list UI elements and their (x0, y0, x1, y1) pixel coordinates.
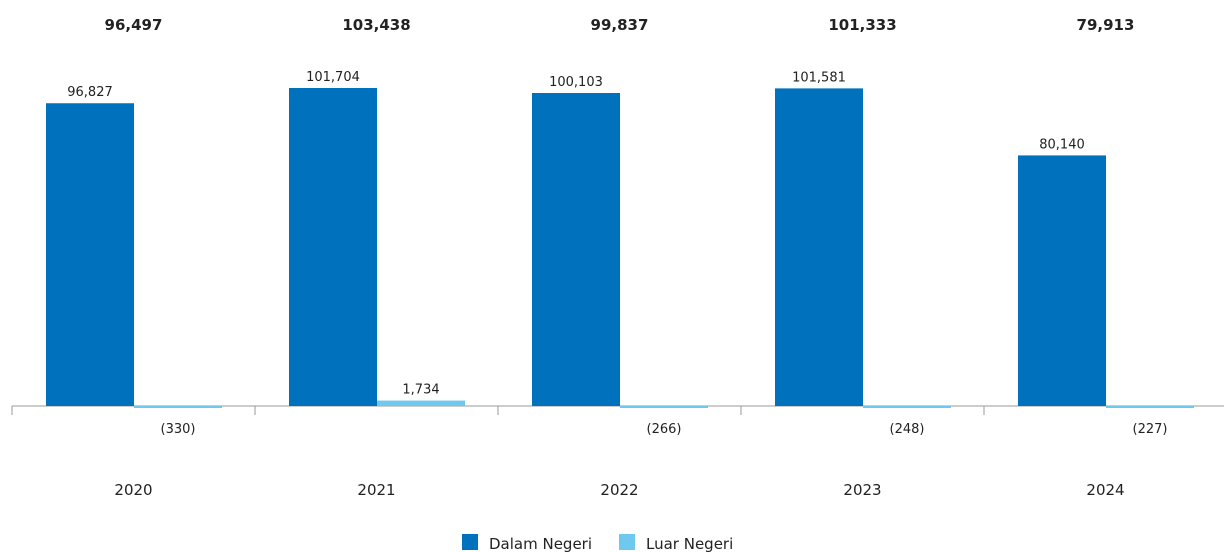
total-label: 96,497 (105, 16, 163, 34)
total-label: 103,438 (342, 16, 410, 34)
value-label-dalam-negeri: 80,140 (1039, 137, 1085, 152)
value-label-dalam-negeri: 100,103 (549, 75, 603, 90)
bar-luar-negeri (377, 400, 465, 406)
value-label-luar-negeri: (330) (161, 422, 196, 437)
legend-label-dalam-negeri: Dalam Negeri (489, 535, 592, 552)
bar-dalam-negeri (289, 88, 377, 406)
bar-dalam-negeri (46, 103, 134, 406)
x-tick-label: 2024 (1086, 481, 1124, 499)
bar-luar-negeri (134, 406, 222, 408)
x-tick-label: 2023 (843, 481, 881, 499)
bar-luar-negeri (863, 406, 951, 408)
value-label-dalam-negeri: 96,827 (67, 85, 113, 100)
total-label: 99,837 (591, 16, 649, 34)
legend-label-luar-negeri: Luar Negeri (646, 535, 733, 552)
total-label: 79,913 (1077, 16, 1135, 34)
value-label-luar-negeri: (227) (1133, 422, 1168, 437)
bar-dalam-negeri (1018, 155, 1106, 406)
value-label-dalam-negeri: 101,581 (792, 70, 846, 85)
total-label: 101,333 (828, 16, 896, 34)
value-label-luar-negeri: (266) (647, 422, 682, 437)
bar-dalam-negeri (775, 88, 863, 407)
value-label-luar-negeri: (248) (890, 422, 925, 437)
x-tick-label: 2020 (114, 481, 152, 499)
legend-swatch-dalam-negeri (462, 534, 478, 550)
bar-dalam-negeri (532, 93, 620, 406)
bar-luar-negeri (620, 406, 708, 408)
x-tick-label: 2021 (357, 481, 395, 499)
value-label-luar-negeri: 1,734 (402, 383, 439, 398)
bar-luar-negeri (1106, 406, 1194, 408)
legend-swatch-luar-negeri (619, 534, 635, 550)
value-label-dalam-negeri: 101,704 (306, 70, 360, 85)
x-tick-label: 2022 (600, 481, 638, 499)
